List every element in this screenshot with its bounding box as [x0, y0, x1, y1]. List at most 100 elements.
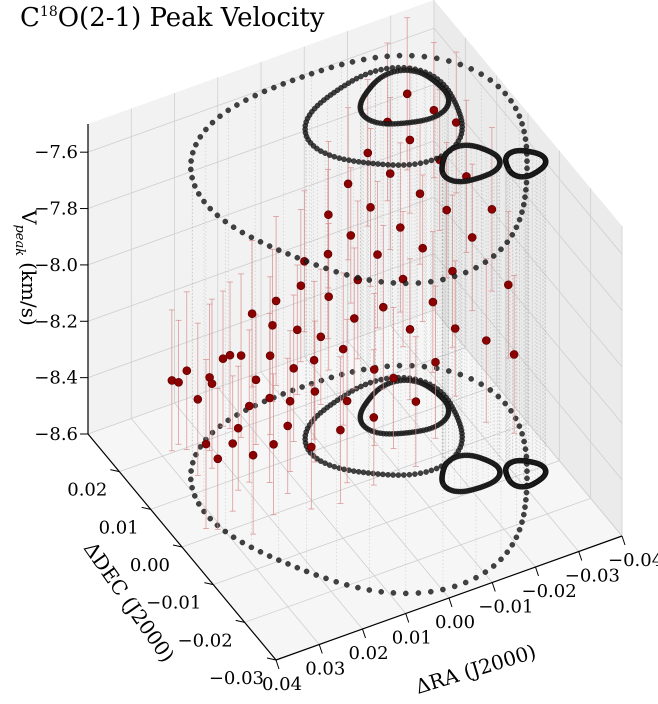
contour-bottom-dot: [495, 393, 502, 400]
contour-top-dot: [323, 265, 329, 272]
data-point: [309, 355, 319, 365]
contour-bottom-dot: [187, 476, 194, 483]
contour-bottom-dot: [323, 575, 329, 582]
contour-top-dot: [509, 231, 516, 238]
contour-top-dot: [512, 105, 519, 112]
contour-bottom-dot: [360, 422, 367, 429]
data-points: [167, 89, 519, 464]
z-tick-label: −8.6: [34, 424, 78, 445]
contour-bottom-dot: [314, 455, 320, 462]
contour-top-layer: [187, 52, 549, 287]
contour-top-dot: [313, 262, 320, 268]
contour-bottom-dot: [516, 423, 523, 429]
contour-bottom-dot: [384, 363, 391, 370]
data-point: [467, 233, 477, 242]
y-tick-mark: [172, 544, 183, 548]
contour-top-dot: [222, 218, 229, 225]
contour-top-dot: [350, 158, 357, 164]
data-point: [207, 379, 217, 389]
contour-bottom-dot: [427, 588, 434, 595]
data-point: [174, 377, 183, 387]
contour-top-dot: [360, 159, 367, 166]
data-point: [481, 336, 491, 345]
contour-bottom-dot: [380, 471, 386, 478]
contour-bottom-dot: [257, 549, 264, 555]
contour-bottom-dot: [502, 400, 509, 407]
contour-bottom-dot: [428, 467, 435, 474]
contour-top-dot: [366, 277, 373, 283]
contour-bottom-dot: [400, 472, 407, 478]
contour-bottom-dot: [318, 377, 325, 384]
contour-top-dot: [261, 88, 268, 95]
data-point: [343, 179, 353, 189]
contour-bottom-dot: [280, 391, 287, 397]
contour-bottom-dot: [378, 376, 384, 383]
contour-bottom-dot: [222, 528, 229, 535]
contour-top-dot: [360, 112, 367, 119]
data-point: [248, 450, 258, 460]
contour-bottom-dot: [524, 468, 530, 474]
contour-top-dot: [502, 90, 509, 97]
x-tick-label: −0.02: [522, 581, 577, 602]
x-tick-label: −0.04: [608, 550, 658, 571]
x-tick-mark: [362, 628, 366, 639]
data-point: [251, 375, 261, 385]
contour-bottom-dot: [482, 569, 489, 575]
contour-top-dot: [383, 65, 390, 72]
contour-top-dot: [331, 153, 338, 160]
contour-bottom-dot: [521, 438, 527, 445]
contour-bottom-dot: [504, 549, 511, 556]
contour-bottom-dot: [189, 484, 195, 491]
x-tick-mark: [491, 582, 496, 592]
contour-bottom-dot: [275, 557, 282, 563]
contour-bottom-dot: [365, 470, 372, 476]
contour-top-dot: [188, 158, 194, 164]
contour-top-dot: [333, 268, 340, 275]
contour-top-dot: [523, 186, 529, 193]
data-point: [405, 324, 415, 334]
contour-top-dot: [457, 61, 464, 68]
contour-bottom-dot: [234, 412, 240, 418]
z-tick-label: −7.6: [34, 142, 78, 163]
contour-top-dot: [197, 134, 204, 140]
contour-bottom-dot: [191, 493, 198, 499]
data-point: [442, 205, 452, 215]
contour-bottom-dot: [333, 579, 340, 585]
contour-top-dot: [230, 224, 237, 230]
data-point: [182, 366, 192, 376]
contour-top-dot: [428, 157, 435, 164]
data-point: [233, 423, 243, 433]
contour-bottom-dot: [513, 534, 520, 541]
contour-bottom-dot: [360, 366, 367, 373]
contour-bottom-dot: [415, 590, 422, 596]
contour-top-dot: [189, 149, 196, 156]
contour-top-dot: [338, 61, 345, 68]
contour-top-dot: [440, 171, 447, 177]
data-point: [236, 351, 246, 360]
contour-top-dot: [380, 161, 386, 168]
contour-bottom-dot: [487, 387, 494, 393]
contour-top-dot: [257, 238, 264, 245]
contour-top-dot: [521, 201, 527, 208]
contour-bottom-dot: [522, 446, 529, 452]
contour-bottom-dot: [303, 568, 310, 575]
data-point: [269, 439, 278, 449]
contour-top-dot: [498, 246, 504, 253]
data-point: [373, 250, 382, 259]
contour-top-dot: [521, 128, 527, 135]
contour-bottom-dot: [375, 471, 381, 477]
contour-bottom-dot: [336, 465, 343, 471]
grid-z-1: [87, 253, 623, 480]
contour-bottom-dot: [370, 470, 376, 477]
contour-bottom-dot: [355, 584, 361, 591]
contour-top-dot: [415, 280, 422, 286]
contour-top-dot: [516, 113, 523, 119]
contour-bottom-dot: [207, 515, 213, 522]
contour-top-dot: [384, 53, 391, 60]
contour-top-dot: [370, 160, 376, 167]
contour-top-dot: [349, 59, 356, 65]
grid-z-0: [87, 309, 623, 537]
contour-top-dot: [468, 66, 475, 72]
contour-top-dot: [280, 81, 287, 87]
